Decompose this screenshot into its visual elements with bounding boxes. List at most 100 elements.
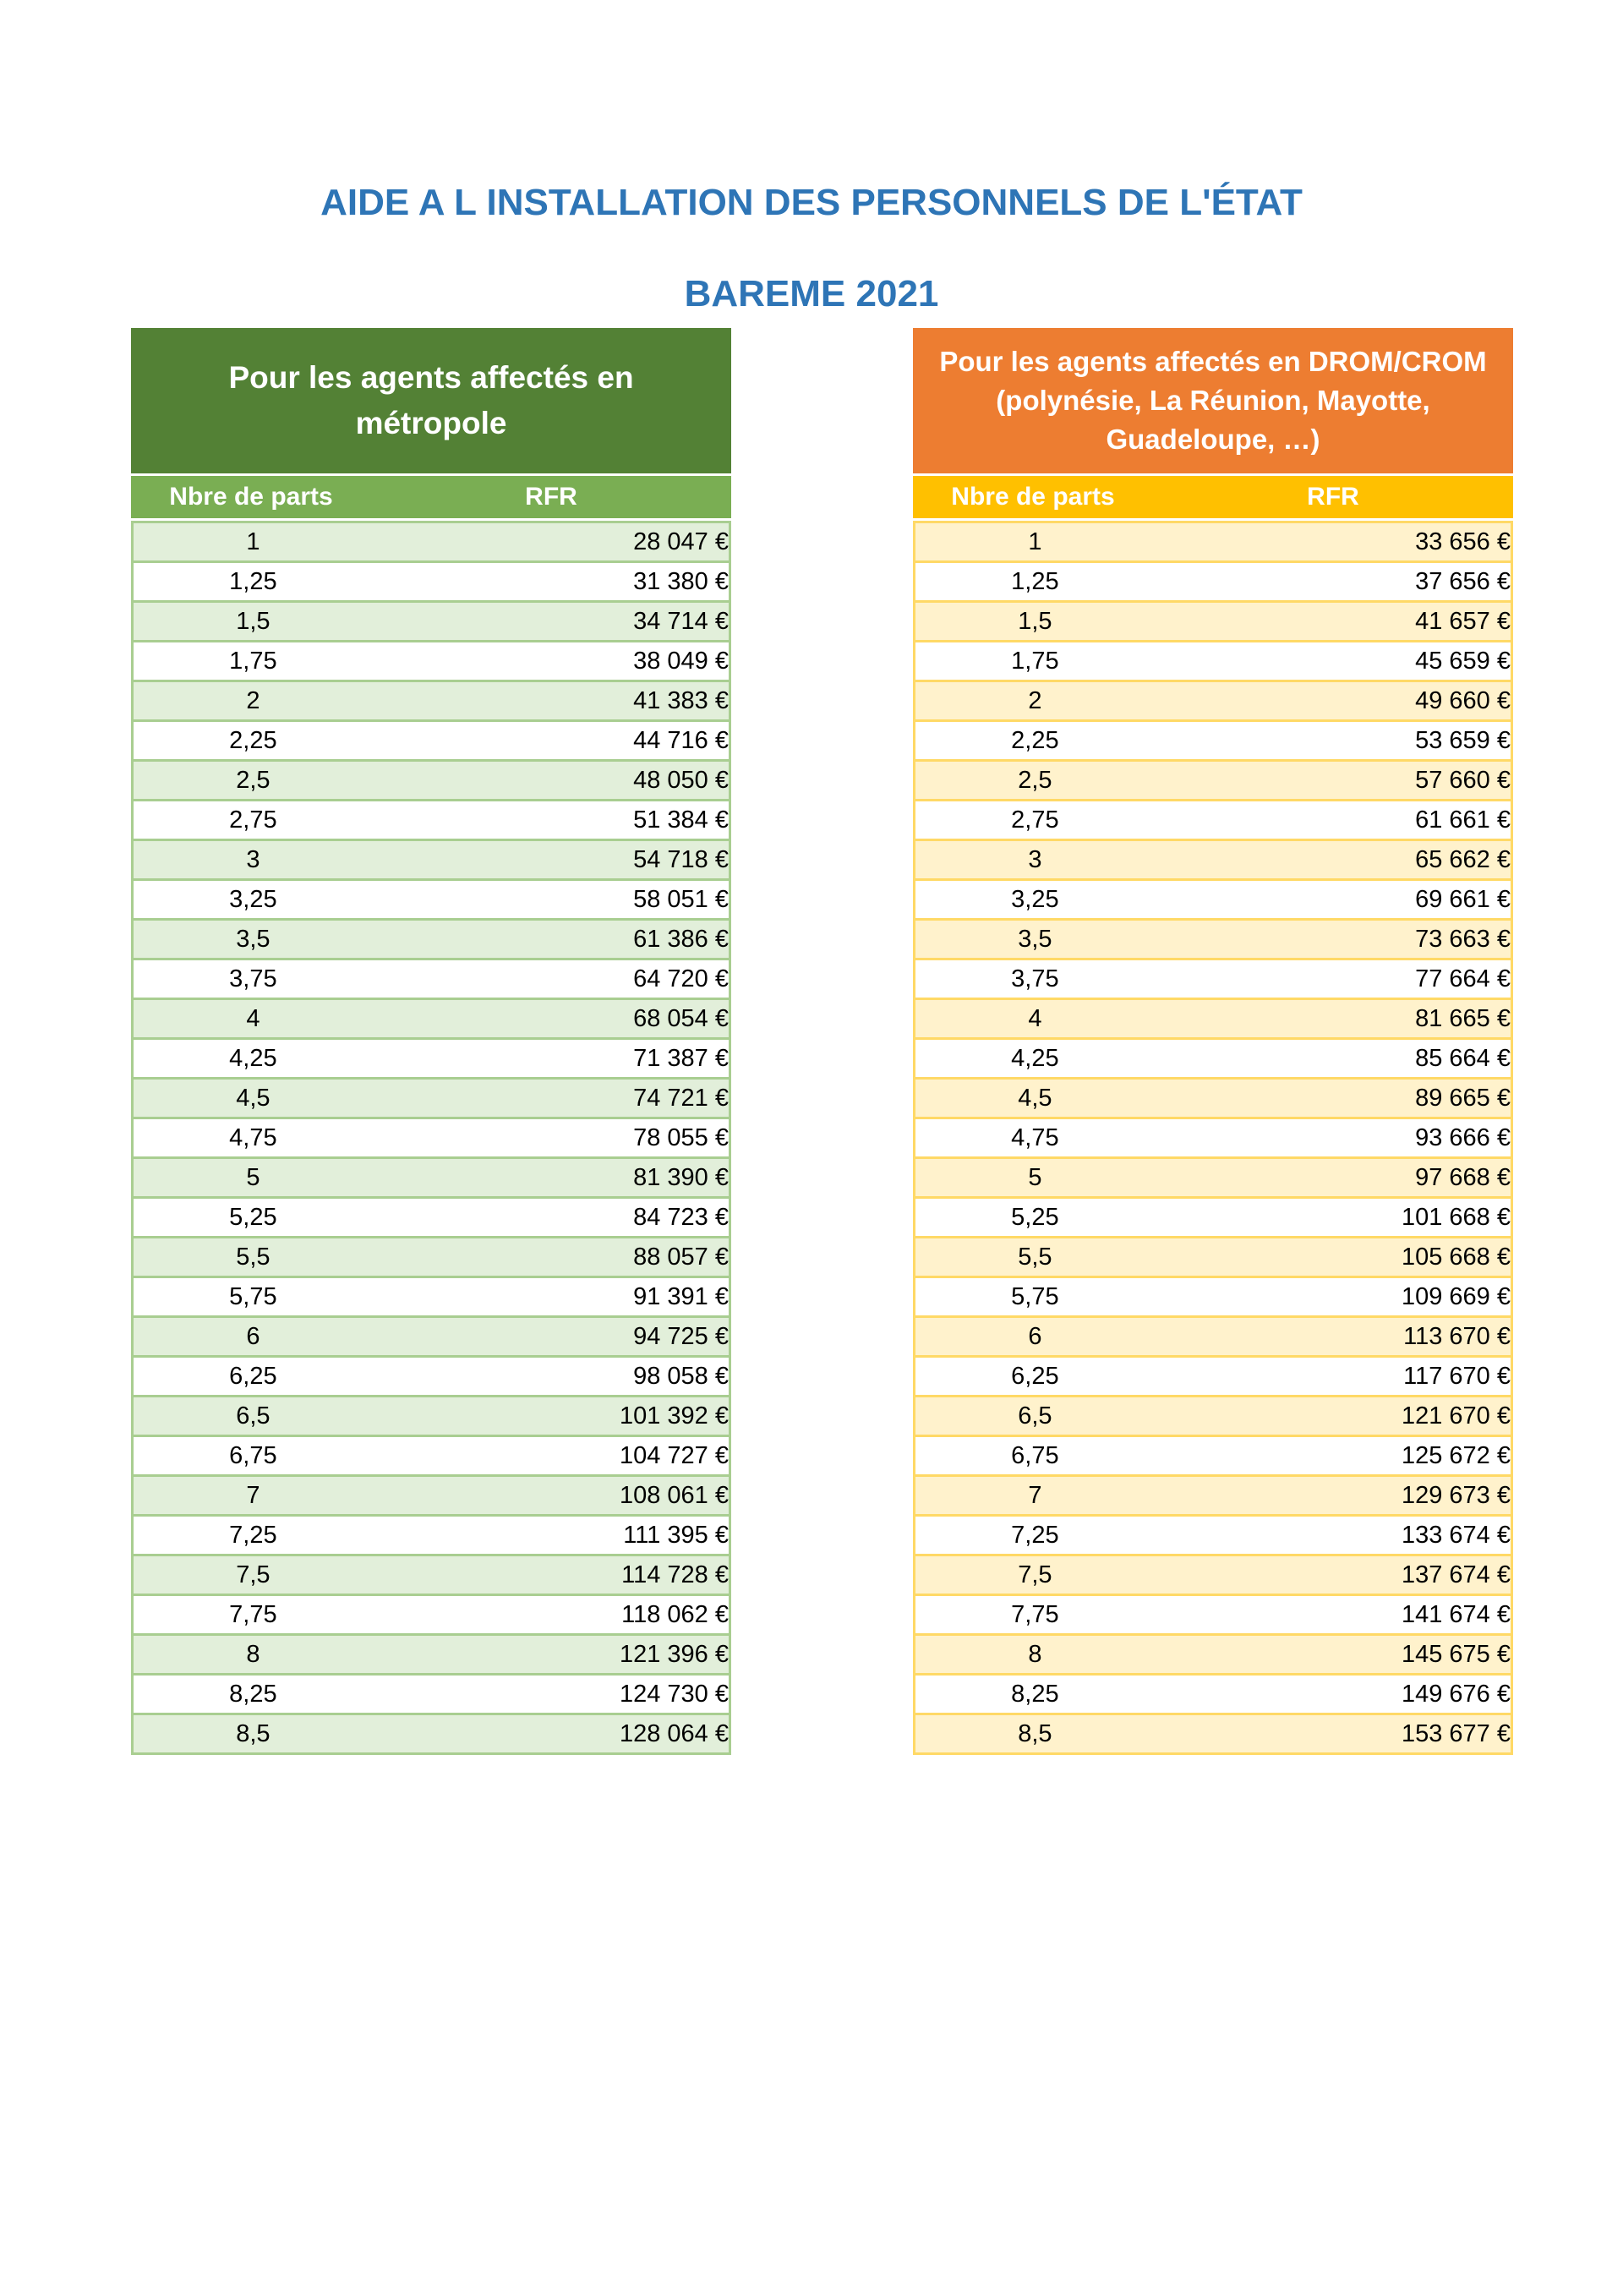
rfr-cell: 81 390 € (633, 1163, 729, 1191)
parts-cell: 7,5 (1018, 1561, 1052, 1588)
rfr-cell: 28 047 € (633, 528, 729, 555)
dromcrom-parts-column-header: Nbre de parts (951, 483, 1115, 511)
parts-cell: 3,25 (229, 885, 277, 913)
parts-cell: 5,25 (229, 1203, 277, 1231)
table-row: 6,75 125 672 € (914, 1435, 1512, 1476)
table-row: 7,25 111 395 € (132, 1515, 730, 1555)
table-row: 4,75 78 055 € (132, 1118, 730, 1158)
table-row: 2,25 44 716 € (132, 720, 730, 761)
parts-cell: 7,25 (1011, 1521, 1059, 1549)
rfr-cell: 113 670 € (1403, 1322, 1511, 1350)
metropole-table: 1 28 047 € 1,25 31 380 € 1,5 34 714 € 1,75 38 0… (131, 521, 731, 1755)
rfr-cell: 137 674 € (1401, 1561, 1511, 1588)
parts-cell: 7 (246, 1481, 260, 1509)
parts-cell: 2 (1028, 686, 1042, 714)
parts-cell: 7 (1028, 1481, 1042, 1509)
parts-cell: 2,25 (1011, 726, 1059, 754)
rfr-cell: 58 051 € (633, 885, 729, 913)
parts-cell: 8,5 (236, 1719, 270, 1747)
title-line-2: BAREME 2021 (684, 273, 939, 314)
parts-cell: 6 (246, 1322, 260, 1350)
metropole-caption: Pour les agents affectés en métropole (131, 328, 731, 473)
table-row: 6,5 121 670 € (914, 1396, 1512, 1436)
metropole-parts-column-header: Nbre de parts (169, 483, 333, 511)
table-row: 3,75 77 664 € (914, 959, 1512, 999)
rfr-cell: 105 668 € (1401, 1243, 1511, 1271)
dromcrom-caption-line-3: Guadeloupe, …) (1106, 424, 1320, 455)
parts-cell: 1 (246, 528, 260, 555)
rfr-cell: 34 714 € (633, 607, 729, 635)
table-row: 2,75 61 661 € (914, 800, 1512, 840)
metropole-caption-line-1: Pour les agents affectés en (228, 360, 634, 395)
parts-cell: 6,25 (229, 1362, 277, 1390)
rfr-cell: 124 730 € (619, 1680, 729, 1708)
rfr-cell: 71 387 € (633, 1044, 729, 1072)
parts-cell: 5,5 (236, 1243, 270, 1271)
parts-cell: 4,25 (229, 1044, 277, 1072)
title-line-1: AIDE A L INSTALLATION DES PERSONNELS DE … (320, 182, 1303, 223)
table-row: 5,5 88 057 € (132, 1237, 730, 1277)
parts-cell: 3 (1028, 845, 1042, 873)
parts-cell: 5,5 (1018, 1243, 1052, 1271)
table-row: 1,5 41 657 € (914, 601, 1512, 642)
table-row: 5 81 390 € (132, 1157, 730, 1198)
rfr-cell: 65 662 € (1415, 845, 1511, 873)
rfr-cell: 73 663 € (1415, 925, 1511, 953)
rfr-cell: 84 723 € (633, 1203, 729, 1231)
metropole-caption-line-2: métropole (355, 406, 507, 440)
parts-cell: 5,25 (1011, 1203, 1059, 1231)
table-row: 1,25 37 656 € (914, 561, 1512, 602)
rfr-cell: 117 670 € (1403, 1362, 1511, 1390)
table-row: 2,5 48 050 € (132, 760, 730, 801)
table-row: 7 108 061 € (132, 1475, 730, 1516)
parts-cell: 4 (246, 1004, 260, 1032)
parts-cell: 2,75 (229, 806, 277, 834)
parts-cell: 1 (1028, 528, 1042, 555)
parts-cell: 8,25 (229, 1680, 277, 1708)
table-row: 5 97 668 € (914, 1157, 1512, 1198)
table-row: 7,25 133 674 € (914, 1515, 1512, 1555)
metropole-column-header-row: Nbre de parts RFR (131, 476, 731, 518)
table-row: 5,25 84 723 € (132, 1197, 730, 1238)
rfr-cell: 51 384 € (633, 806, 729, 834)
rfr-cell: 101 668 € (1401, 1203, 1511, 1231)
parts-cell: 8 (246, 1640, 260, 1668)
parts-cell: 3,5 (1018, 925, 1052, 953)
parts-cell: 6,25 (1011, 1362, 1059, 1390)
rfr-cell: 114 728 € (621, 1561, 729, 1588)
parts-cell: 2 (246, 686, 260, 714)
table-row: 5,25 101 668 € (914, 1197, 1512, 1238)
rfr-cell: 98 058 € (633, 1362, 729, 1390)
table-row: 6,25 98 058 € (132, 1356, 730, 1397)
rfr-cell: 61 386 € (633, 925, 729, 953)
parts-cell: 2,75 (1011, 806, 1059, 834)
table-row: 8 145 675 € (914, 1634, 1512, 1675)
rfr-cell: 33 656 € (1415, 528, 1511, 555)
parts-cell: 6,75 (229, 1441, 277, 1469)
rfr-cell: 149 676 € (1401, 1680, 1511, 1708)
parts-cell: 4,75 (229, 1123, 277, 1151)
rfr-cell: 133 674 € (1401, 1521, 1511, 1549)
rfr-cell: 77 664 € (1415, 965, 1511, 992)
table-row: 4,25 71 387 € (132, 1038, 730, 1079)
parts-cell: 4,75 (1011, 1123, 1059, 1151)
table-row: 2,25 53 659 € (914, 720, 1512, 761)
rfr-cell: 41 657 € (1415, 607, 1511, 635)
table-row: 6,75 104 727 € (132, 1435, 730, 1476)
dromcrom-caption-line-2: (polynésie, La Réunion, Mayotte, (996, 385, 1430, 416)
parts-cell: 3,75 (229, 965, 277, 992)
table-row: 1 28 047 € (132, 522, 730, 562)
rfr-cell: 48 050 € (633, 766, 729, 794)
table-row: 3,5 73 663 € (914, 919, 1512, 959)
dromcrom-table: 1 33 656 €1,25 37 656 €1,5 41 657 €1,75 45 6… (913, 521, 1513, 1755)
table-row: 1,25 31 380 € (132, 561, 730, 602)
parts-cell: 3,75 (1011, 965, 1059, 992)
parts-cell: 1,25 (1011, 567, 1059, 595)
parts-cell: 8,5 (1018, 1719, 1052, 1747)
parts-cell: 3,25 (1011, 885, 1059, 913)
rfr-cell: 128 064 € (619, 1719, 729, 1747)
rfr-cell: 108 061 € (619, 1481, 729, 1509)
parts-cell: 8 (1028, 1640, 1042, 1668)
parts-cell: 6,5 (1018, 1402, 1052, 1430)
table-row: 8 121 396 € (132, 1634, 730, 1675)
